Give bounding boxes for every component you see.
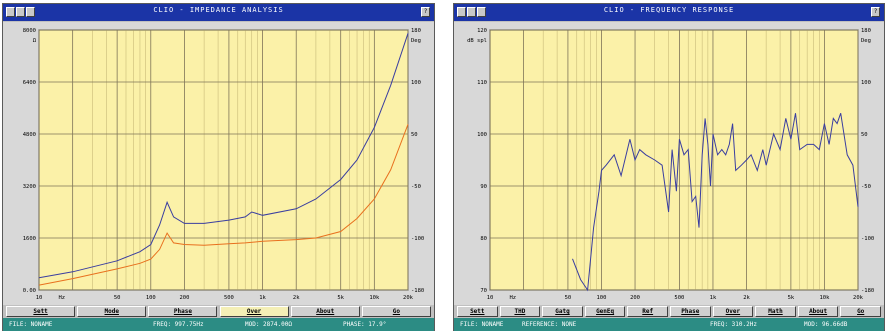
system-menu-icon[interactable] [457,7,466,17]
y-right-tick-label: 50 [861,132,868,138]
x-tick-label: 10 [487,295,494,301]
status-phase: PHASE: 17.9° [343,321,387,328]
status-file: FILE: NONAME [460,321,504,328]
x-tick-label: 5k [337,295,344,301]
system-menu-icon[interactable] [6,7,15,17]
plot-area [38,29,409,291]
restore-icon[interactable] [26,7,35,17]
about-button[interactable]: About [290,306,360,317]
impedance-analysis-window: CLIO - IMPEDANCE ANALYSIS ? 8000 180 6400 1… [2,3,435,331]
x-tick-label: 10k [369,295,380,301]
impedance-chart[interactable]: 8000 180 6400 100 4800 50 3200 -50 1600 -100 0.00 -… [3,22,434,305]
x-tick-label: 10k [819,295,830,301]
status-magnitude: MOD: 2874.00Ω [245,321,292,328]
x-tick-label: 200 [179,295,189,301]
x-tick-label: 100 [146,295,156,301]
x-tick-label: 20k [853,295,864,301]
y-left-tick-label: 6400 [23,80,36,86]
minimize-icon[interactable] [16,7,25,17]
go-button[interactable]: Go [361,306,431,317]
y-right-tick-label: -100 [411,236,424,242]
x-tick-label: 500 [224,295,234,301]
y-left-tick-label: 8000 [23,28,36,34]
status-reference: REFERENCE: NONE [522,321,577,328]
y-right-axis-label: Deg [411,38,421,44]
y-right-tick-label: 100 [411,80,421,86]
minimize-icon[interactable] [467,7,476,17]
x-tick-label: 5k [788,295,795,301]
go-button[interactable]: Go [840,306,881,317]
sett-button[interactable]: Sett [457,306,498,317]
button-bar: Sett Mode Phase Over About Go [3,306,434,317]
help-icon[interactable]: ? [871,7,880,17]
x-tick-label: 2k [743,295,750,301]
plot-area [489,29,859,291]
phase-button[interactable]: Phase [148,306,218,317]
y-left-tick-label: 4800 [23,132,36,138]
mode-button[interactable]: Mode [77,306,147,317]
frequency-response-window: CLIO - FREQUENCY RESPONSE ? 120 180 110 100… [453,3,885,331]
status-bar: FILE: NONAME REFERENCE: NONE FREQ: 310.2… [454,318,884,331]
x-tick-label: 100 [597,295,607,301]
y-right-tick-label: -180 [861,288,874,294]
help-icon[interactable]: ? [421,7,430,17]
x-tick-label: 1k [259,295,266,301]
sett-button[interactable]: Sett [6,306,76,317]
status-freq: FREQ: 997.75Hz [153,321,204,328]
x-tick-label: 2k [293,295,300,301]
y-left-tick-label: 80 [480,236,487,242]
y-right-tick-label: -180 [411,288,424,294]
y-left-tick-label: 1600 [23,236,36,242]
y-left-axis-label: dB spl [467,38,487,44]
phase-button[interactable]: Phase [670,306,711,317]
x-tick-label: 500 [674,295,684,301]
window-title: CLIO - IMPEDANCE ANALYSIS [153,6,284,14]
over-button[interactable]: Over [219,306,289,317]
title-bar[interactable]: CLIO - IMPEDANCE ANALYSIS ? [3,4,434,21]
title-bar[interactable]: CLIO - FREQUENCY RESPONSE ? [454,4,884,21]
button-bar: Sett THD Gatg GenEq Ref Phase Over Math About Go [454,306,884,317]
x-tick-label: 20k [403,295,414,301]
x-tick-label: Hz [509,295,516,301]
x-tick-label: Hz [59,295,66,301]
geneq-button[interactable]: GenEq [584,306,626,317]
frequency-response-chart[interactable]: 120 180 110 100 100 50 90 -50 80 -100 70 -180 dB spl… [454,22,884,305]
status-freq: FREQ: 310.2Hz [710,321,757,328]
ref-button[interactable]: Ref [627,306,668,317]
gatg-button[interactable]: Gatg [542,306,583,317]
y-right-tick-label: -100 [861,236,874,242]
restore-icon[interactable] [477,7,486,17]
thd-button[interactable]: THD [499,306,541,317]
impedance-magnitude-line [38,33,409,279]
y-right-tick-label: 180 [411,28,421,34]
y-right-tick-label: -50 [411,184,421,190]
y-right-tick-label: 180 [861,28,871,34]
status-magnitude: MOD: 96.66dB [804,321,848,328]
y-left-tick-label: 0.00 [23,288,36,294]
x-tick-label: 50 [114,295,121,301]
x-tick-label: 200 [630,295,640,301]
window-title: CLIO - FREQUENCY RESPONSE [603,6,735,14]
x-tick-label: 10 [36,295,43,301]
y-left-axis-label: Ω [33,38,37,44]
status-bar: FILE: NONAME FREQ: 997.75Hz MOD: 2874.00… [3,318,434,331]
y-right-tick-label: -50 [861,184,871,190]
y-right-tick-label: 100 [861,80,871,86]
over-button[interactable]: Over [712,306,754,317]
x-tick-label: 1k [710,295,717,301]
y-left-tick-label: 3200 [23,184,36,190]
about-button[interactable]: About [797,306,839,317]
y-left-tick-label: 120 [477,28,487,34]
x-tick-label: 50 [565,295,572,301]
impedance-phase-line [38,124,409,286]
y-left-tick-label: 70 [480,288,487,294]
y-left-tick-label: 100 [477,132,487,138]
y-right-axis-label: Deg [861,38,871,44]
y-right-tick-label: 50 [411,132,418,138]
y-left-tick-label: 90 [480,184,487,190]
status-file: FILE: NONAME [9,321,53,328]
math-button[interactable]: Math [755,306,796,317]
y-left-tick-label: 110 [477,80,487,86]
frequency-response-line [572,113,859,292]
